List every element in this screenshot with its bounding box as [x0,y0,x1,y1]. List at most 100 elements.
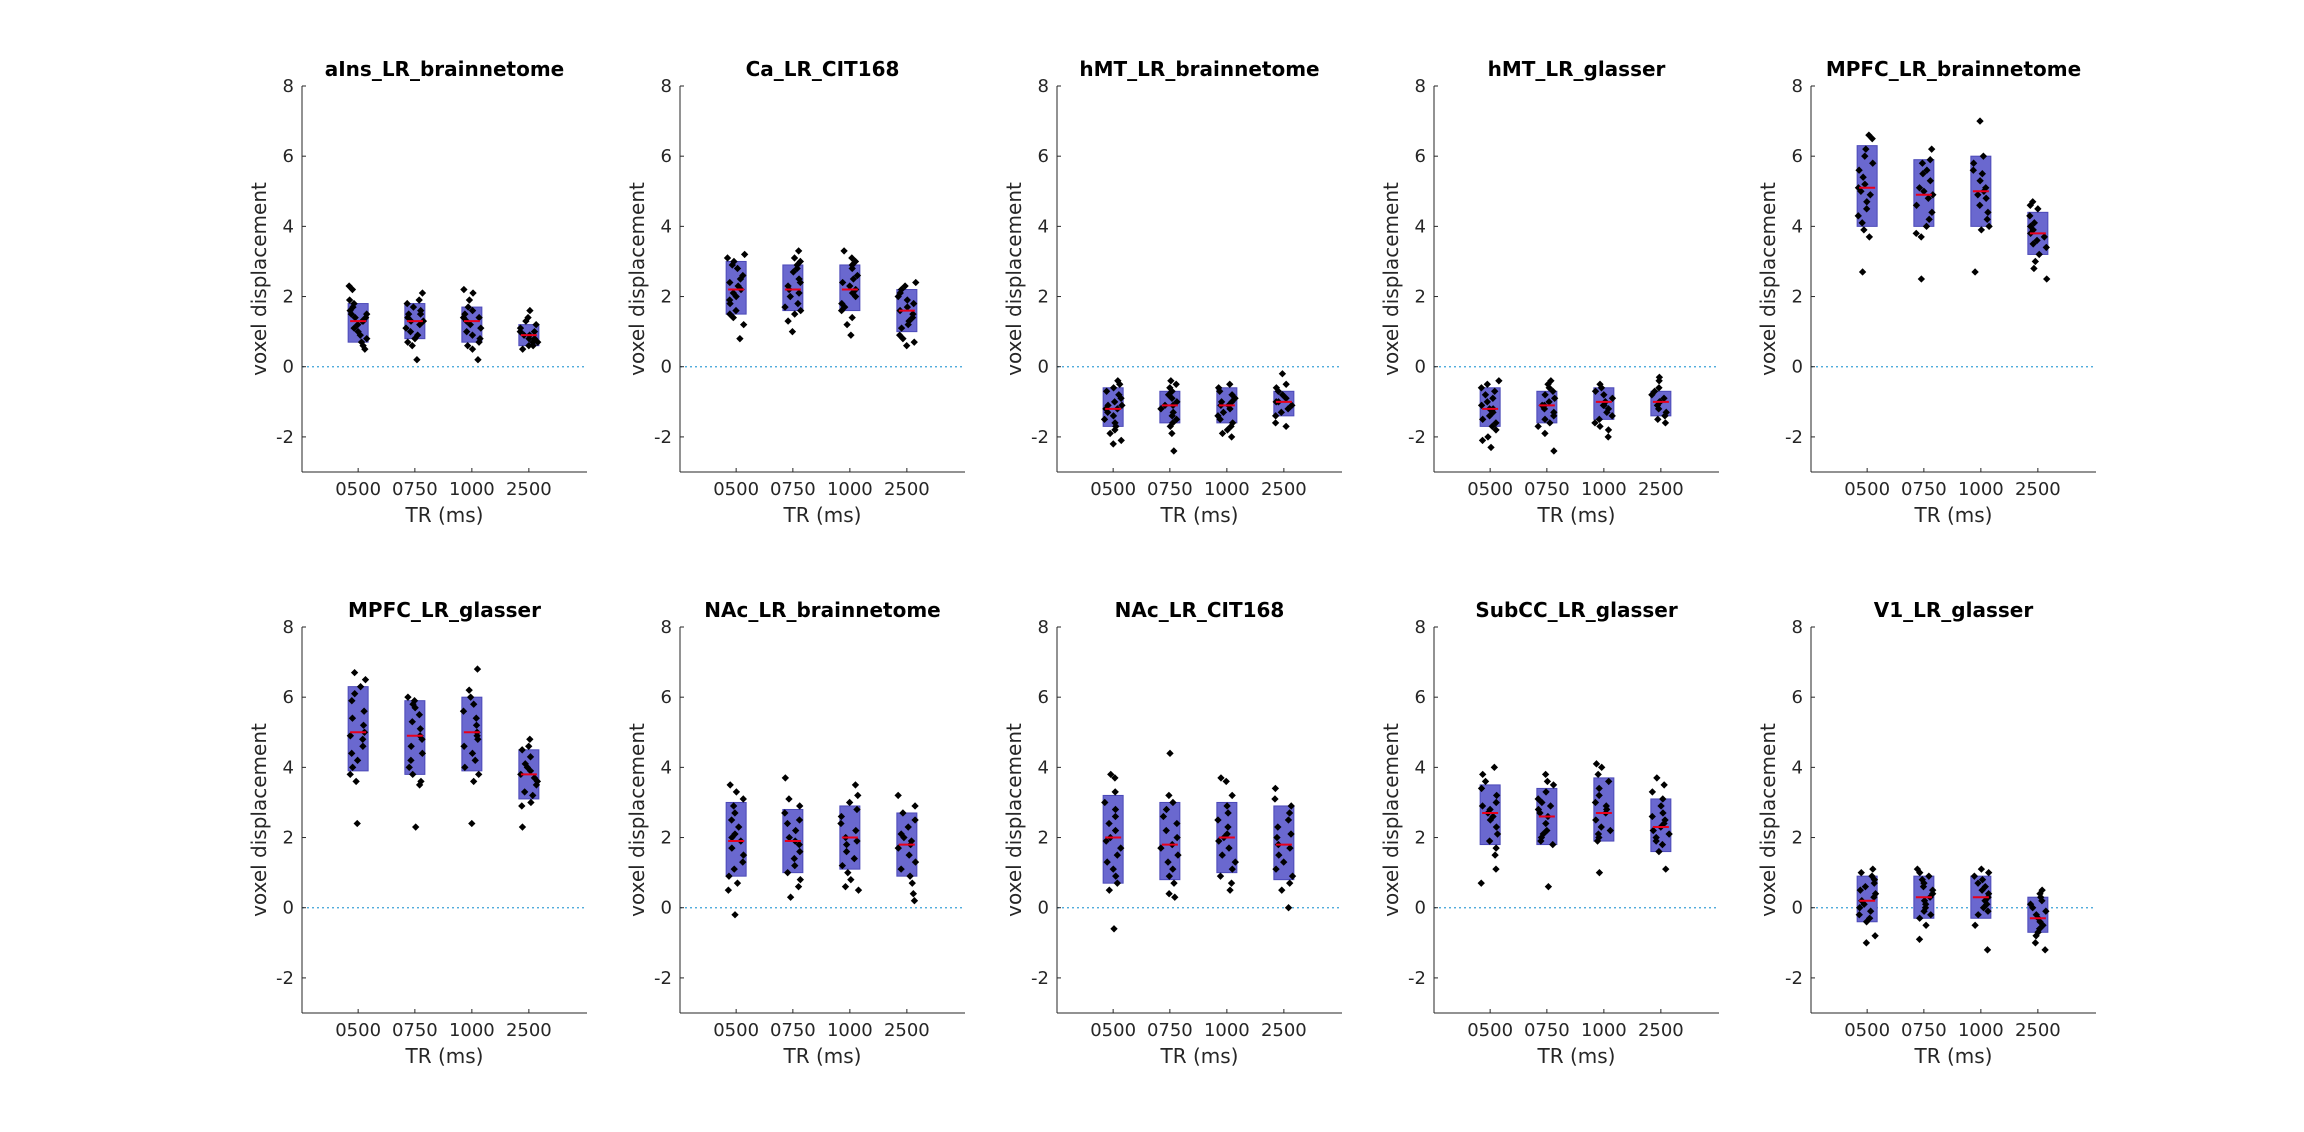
data-point [1477,879,1485,887]
x-tick-label: 2500 [1261,479,1307,500]
data-point [1215,837,1223,845]
data-point [736,334,744,343]
data-point [360,707,368,715]
y-axis-label: voxel displacement [1756,723,1780,917]
x-tick-label: 2500 [2015,1020,2061,1041]
data-point [904,823,912,831]
data-point [1491,851,1499,859]
x-tick-label: 1000 [449,1020,495,1041]
data-point [1541,415,1549,424]
data-point [415,296,423,304]
y-tick-label: 8 [1038,617,1049,638]
data-point [897,324,906,332]
data-point [794,882,803,891]
data-point [1222,777,1230,786]
data-point [1983,946,1992,954]
data-point [1855,911,1863,919]
data-point [1662,865,1670,873]
y-axis-label: voxel displacement [625,723,649,917]
data-point [796,278,805,287]
data-point [1546,802,1555,810]
y-tick-label: 6 [1415,146,1426,167]
x-tick-label: 0500 [1467,1020,1513,1041]
y-tick-label: 4 [1415,216,1426,237]
y-tick-label: 0 [283,357,294,378]
data-point [854,886,863,894]
y-tick-label: -2 [276,427,294,448]
data-point [1983,215,1991,224]
data-point [1593,837,1602,845]
data-point [469,777,478,786]
data-point [1159,812,1168,821]
data-point [1227,879,1236,887]
data-point [908,879,916,887]
y-axis-label: voxel displacement [1002,182,1026,376]
y-tick-label: 0 [1038,357,1049,378]
data-point [1487,443,1495,452]
data-point [416,320,424,329]
data-point [1111,774,1119,782]
data-point [468,345,477,353]
data-point [1219,408,1228,417]
data-point [1595,784,1603,793]
y-tick-label: 8 [283,617,294,638]
data-point [909,890,918,898]
subplot: NAc_LR_brainnetome -2 0 2 4 6 8 0500 0750 1000 250… [625,598,965,1068]
data-point [416,310,425,318]
data-point [1485,837,1494,845]
subplot-title: hMT_LR_glasser [1488,57,1666,81]
data-point [1856,904,1864,912]
data-point [1859,173,1867,181]
data-point [1109,865,1117,873]
subplot-title: NAc_LR_brainnetome [704,598,941,622]
y-tick-label: 6 [1038,146,1049,167]
data-point [1231,858,1239,866]
data-point [2031,257,2039,266]
x-tick-label: 0750 [392,479,438,500]
data-point [474,735,482,743]
data-point [837,819,845,828]
data-point [1596,422,1604,431]
x-tick-label: 0750 [1524,479,1570,500]
data-point [911,858,920,866]
x-axis-label: TR (ms) [1537,503,1616,527]
data-point [1217,774,1225,782]
data-point [2028,904,2037,912]
y-tick-label: 8 [661,76,672,97]
data-point [1477,401,1486,410]
data-point [1658,840,1667,849]
y-tick-label: -2 [1031,968,1049,989]
data-point [1652,837,1660,845]
data-point [356,682,365,691]
data-point [1542,788,1550,796]
data-point [733,879,742,887]
data-point [1597,823,1605,831]
y-tick-label: 8 [1792,76,1803,97]
data-point [1984,907,1992,915]
data-point [853,271,862,280]
data-point [905,851,913,859]
data-point [841,882,850,891]
data-point [1216,415,1224,424]
subplot: SubCC_LR_glasser -2 0 2 4 6 8 0500 0750 1000 2500 T… [1379,598,1719,1068]
data-point [1970,872,1979,880]
data-point [356,331,364,339]
data-point [526,767,535,775]
data-point [1103,858,1111,866]
data-point [790,254,799,262]
data-point [461,763,469,772]
data-point [1857,187,1865,195]
data-point [1537,837,1545,845]
y-axis-label: voxel displacement [1756,182,1780,376]
data-point [350,324,358,332]
data-point [526,735,534,743]
x-tick-label: 0750 [1901,1020,1947,1041]
box [782,264,804,312]
data-point [469,289,477,297]
data-point [1974,879,1982,887]
x-axis-label: TR (ms) [1914,503,1993,527]
data-point [1976,117,1984,125]
data-point [1162,805,1171,814]
x-tick-label: 2500 [884,479,930,500]
subplot: hMT_LR_glasser -2 0 2 4 6 8 0500 0750 1000 2500 TR … [1379,57,1719,527]
